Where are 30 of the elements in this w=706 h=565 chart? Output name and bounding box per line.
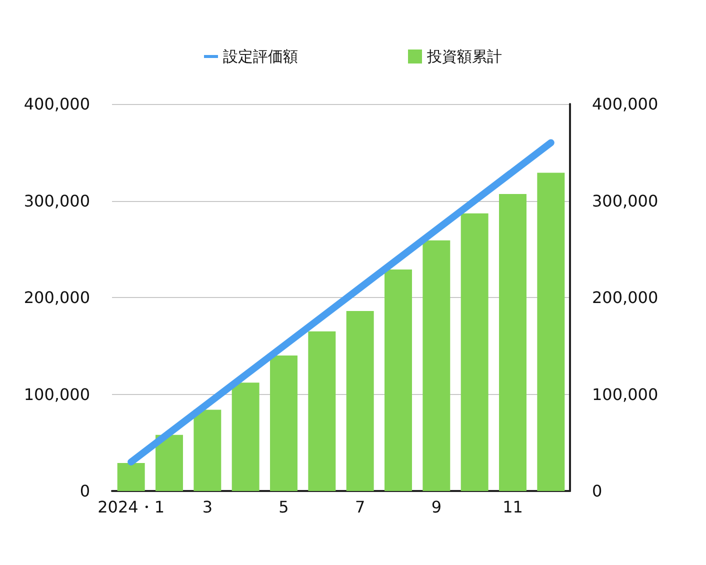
y2-tick-label: 0 <box>592 482 602 500</box>
bar <box>156 434 183 491</box>
y-tick-label: 300,000 <box>24 191 90 210</box>
y-tick-label: 100,000 <box>24 384 90 404</box>
x-tick-label: 3 <box>202 498 213 516</box>
y2-tick-label: 300,000 <box>592 191 658 210</box>
x-tick-label: 2024・1 <box>98 498 165 516</box>
y2-tick-label: 200,000 <box>592 288 658 307</box>
bar <box>194 410 222 491</box>
bar <box>460 213 488 491</box>
x-tick-label: 9 <box>431 498 442 516</box>
bar <box>308 331 336 491</box>
legend-label: 設定評価額 <box>223 48 298 66</box>
x-tick-label: 5 <box>278 498 289 516</box>
y-tick-label: 400,000 <box>24 94 90 114</box>
x-tick-label: 7 <box>354 498 366 516</box>
bar <box>346 311 374 491</box>
bar <box>499 194 526 491</box>
bar <box>384 269 412 491</box>
y2-tick-label: 400,000 <box>592 94 658 114</box>
bar <box>117 462 145 491</box>
bar <box>422 240 450 491</box>
y-tick-label: 200,000 <box>24 288 90 307</box>
bar <box>232 382 260 491</box>
y2-tick-label: 100,000 <box>592 384 658 404</box>
legend-label: 投資額累計 <box>426 48 502 66</box>
bar <box>537 172 565 491</box>
x-tick-label: 11 <box>502 498 523 516</box>
y-tick-label: 0 <box>80 482 90 500</box>
bar <box>270 356 298 491</box>
